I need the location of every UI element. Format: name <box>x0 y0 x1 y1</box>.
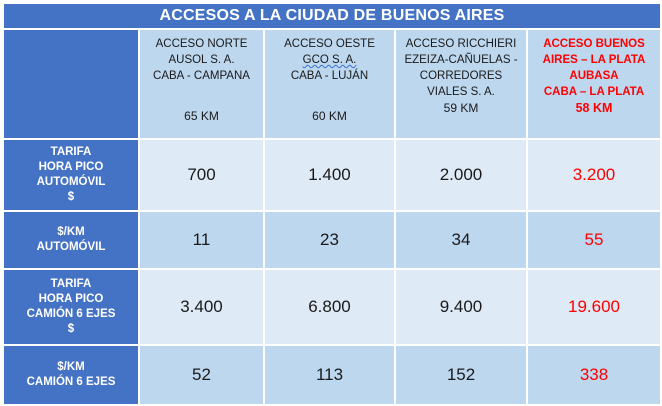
column-header-line: ACCESO OESTE <box>284 38 375 50</box>
column-header-line: VIALES S. A. <box>427 86 495 98</box>
row-label-line: $ <box>67 191 75 203</box>
column-header-acceso-buenos-aires-la-plata: ACCESO BUENOS AIRES – LA PLATA AUBASA CA… <box>526 28 662 140</box>
column-header-acceso-norte: ACCESO NORTE AUSOL S. A. CABA - CAMPANA … <box>138 28 265 140</box>
table-cell: 1.400 <box>263 138 396 212</box>
row-label: $/KM AUTOMÓVIL <box>2 210 140 270</box>
row-label-line: $/KM <box>57 361 85 373</box>
column-header-acceso-oeste: ACCESO OESTE GCO S. A. CABA - LUJÁN 60 K… <box>263 28 396 140</box>
column-header-line: AIRES – LA PLATA <box>542 54 646 66</box>
row-label: $/KM CAMIÓN 6 EJES <box>2 344 140 406</box>
row-label-line: AUTOMÓVIL <box>36 176 106 188</box>
row-label-line: HORA PICO <box>38 161 104 173</box>
column-header-acceso-ricchieri: ACCESO RICCHIERI EZEIZA-CAÑUELAS - CORRE… <box>394 28 528 140</box>
table-cell: 23 <box>263 210 396 270</box>
column-header-line: EZEIZA-CAÑUELAS - <box>404 54 518 66</box>
row-label-line: AUTOMÓVIL <box>36 241 106 253</box>
table-cell: 19.600 <box>526 268 662 346</box>
row-label-line: CAMIÓN 6 EJES <box>26 308 116 320</box>
table-cell: 9.400 <box>394 268 528 346</box>
column-km: 59 KM <box>443 101 479 115</box>
column-header-line: CABA – LA PLATA <box>543 86 645 98</box>
table-cell: 2.000 <box>394 138 528 212</box>
row-label-line: TARIFA <box>50 278 92 290</box>
table-cell: 6.800 <box>263 268 396 346</box>
column-header-line: AUSOL S. A. <box>168 54 235 66</box>
row-label-line: $ <box>67 323 75 335</box>
column-header-line: GCO S. A. <box>302 54 357 66</box>
column-header-line: AUBASA <box>569 70 619 82</box>
table-cell: 113 <box>263 344 396 406</box>
row-label-line: $/KM <box>57 226 85 238</box>
column-header-row: ACCESO NORTE AUSOL S. A. CABA - CAMPANA … <box>2 28 662 140</box>
row-label-line: CAMIÓN 6 EJES <box>26 376 116 388</box>
row-label-line: TARIFA <box>50 146 92 158</box>
column-header-line: CABA - LUJÁN <box>290 70 369 82</box>
column-km: 65 KM <box>184 109 219 123</box>
column-header-line: CABA - CAMPANA <box>153 70 250 82</box>
table-row: TARIFA HORA PICO AUTOMÓVIL $ 700 1.400 2… <box>2 138 662 212</box>
row-label: TARIFA HORA PICO CAMIÓN 6 EJES $ <box>2 268 140 346</box>
row-label: TARIFA HORA PICO AUTOMÓVIL $ <box>2 138 140 212</box>
column-km: 60 KM <box>312 109 347 123</box>
table-cell: 52 <box>138 344 265 406</box>
table-title: ACCESOS A LA CIUDAD DE BUENOS AIRES <box>2 2 662 30</box>
row-label-line: HORA PICO <box>38 293 104 305</box>
table-row: $/KM AUTOMÓVIL 11 23 34 55 <box>2 210 662 270</box>
column-header-line: CORREDORES <box>419 70 503 82</box>
column-header-line: ACCESO BUENOS <box>543 38 645 50</box>
table-cell: 3.200 <box>526 138 662 212</box>
table-cell: 11 <box>138 210 265 270</box>
table-cell: 55 <box>526 210 662 270</box>
table-cell: 152 <box>394 344 528 406</box>
column-km: 58 KM <box>575 101 613 115</box>
table-row: TARIFA HORA PICO CAMIÓN 6 EJES $ 3.400 6… <box>2 268 662 346</box>
corner-cell <box>2 28 140 140</box>
table-cell: 3.400 <box>138 268 265 346</box>
title-row: ACCESOS A LA CIUDAD DE BUENOS AIRES <box>2 2 662 30</box>
table-cell: 34 <box>394 210 528 270</box>
table-row: $/KM CAMIÓN 6 EJES 52 113 152 338 <box>2 344 662 406</box>
column-header-line: ACCESO RICCHIERI <box>405 38 517 50</box>
table-cell: 700 <box>138 138 265 212</box>
table-cell: 338 <box>526 344 662 406</box>
column-header-line: ACCESO NORTE <box>155 38 248 50</box>
